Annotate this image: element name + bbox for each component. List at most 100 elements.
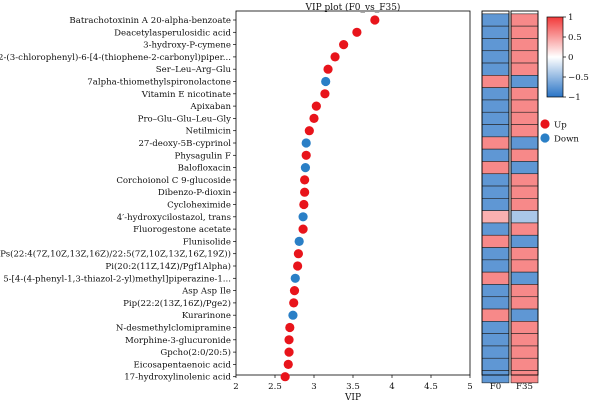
vip-point-down [298,212,308,222]
metabolite-label: Kurarinone [182,311,231,321]
metabolite-label: Vitamin E nicotinate [141,90,231,100]
heatmap-cell [510,210,539,224]
vip-point-up [370,15,380,25]
heatmap-cell [510,271,539,285]
heatmap-cell [481,111,510,125]
metabolite-label: Flunisolide [183,237,231,247]
metabolite-label: Balofloxacin [178,164,232,174]
metabolite-label: 5-[4-(4-phenyl-1,3-thiazol-2-yl)methyl]p… [3,273,231,284]
heatmap-cell [481,284,510,298]
metabolite-label: Asp Asp Ile [181,287,231,297]
metabolite-label: Eicosapentaenoic acid [133,360,231,370]
heatmap-cell [510,321,539,334]
x-tick-label: 5 [467,382,472,392]
x-axis-label: VIP [344,393,361,402]
metabolite-label: Morphine-3-glucuronide [125,336,231,346]
vip-point-up [284,347,294,357]
metabolite-label: 17-hydroxylinolenic acid [124,373,231,383]
vip-point-down [321,76,331,87]
heatmap-cell [481,271,510,285]
vip-point-up [323,64,333,74]
vip-point-up [289,286,300,296]
metabolite-labels: Batrachotoxinin A 20-alpha-benzoate Deace… [0,16,236,383]
x-tick-label: 2 [233,382,238,392]
heatmap-cell [510,296,539,310]
vip-point-up [311,101,321,111]
heatmap-cell [481,370,510,384]
heatmap-cell [481,321,510,334]
colorbar-tick-label: −0.5 [568,73,589,83]
heatmap-cell [510,370,539,384]
heatmap-cell [481,210,510,224]
heatmap-cell [510,247,539,261]
metabolite-label: Gpcho(2:0/20:5) [160,347,231,358]
vip-point-up [339,40,349,50]
metabolite-label: Apixaban [189,102,231,112]
vip-point-up [293,261,303,271]
heatmap-cell [481,50,510,64]
heatmap-cell [481,247,510,261]
heatmap-cell [481,13,510,27]
metabolite-label: Batrachotoxinin A 20-alpha-benzoate [69,16,231,26]
metabolite-label: Deacetylasperulosidic acid [114,28,231,38]
vip-point-up [304,126,314,136]
heatmap-cell [481,222,510,236]
heatmap-cell [510,148,539,162]
heatmap-cell [510,50,539,64]
heatmap-cell [510,284,539,298]
x-tick-label: 4.5 [424,382,438,392]
colorbar-gradient [546,16,564,98]
vip-point-up [300,175,310,185]
x-axis: 2 2.5 3 3.5 4 4.5 5 [233,375,473,392]
heatmap-cell [481,124,510,138]
x-tick-label: 2.5 [268,382,282,392]
metabolite-label: Fluorogestone acetate [133,225,231,235]
colorbar: 1 0.5 0 −0.5 −1 [546,13,589,103]
heatmap-cell [510,173,539,187]
heatmap-cell [481,25,510,39]
heatmap-cell [510,222,539,236]
metabolite-label: 3-hydroxy-P-cymene [143,41,231,51]
heatmap-column-label: F35 [516,382,533,392]
heatmap-cell [510,259,539,273]
metabolite-label: 27-deoxy-5B-cyprinol [138,139,231,149]
heatmap-cell [481,99,510,113]
metabolite-label: Pro–Glu–Glu–Leu–Gly [138,114,231,124]
legend: Up Down [540,119,579,145]
vip-point-up [309,113,319,123]
heatmap-cell [481,296,510,310]
metabolite-label: 4′-hydroxycilostazol, trans [117,213,231,223]
heatmap-column-label: F0 [490,382,501,392]
heatmap-cell [510,198,539,211]
heatmap-cell [481,148,510,162]
heatmap: F0 F35 [481,10,539,392]
vip-point-down [288,310,298,320]
colorbar-tick-label: 1 [568,13,573,23]
heatmap-cell [481,136,510,150]
vip-point-down [290,273,300,283]
heatmap-cell [510,13,539,27]
heatmap-cell [510,234,539,248]
metabolite-label: N-desmethylclomipramine [116,324,231,334]
x-tick-label: 3 [311,382,316,392]
heatmap-column-frame [510,10,539,376]
heatmap-cell [481,234,510,248]
vip-point-up [298,224,308,234]
heatmap-cell [481,185,510,199]
vip-point-down [294,236,304,246]
vip-point-up [320,89,330,99]
heatmap-cell [481,75,510,88]
vip-point-down [301,138,311,148]
heatmap-cell [481,173,510,187]
heatmap-cell [481,198,510,211]
metabolite-label: Pip(22:2(13Z,16Z)/Pge2) [123,298,231,309]
heatmap-cell [510,62,539,76]
metabolite-label: Physagulin F [175,151,232,161]
heatmap-cell [510,87,539,101]
heatmap-cell [510,38,539,52]
heatmap-cell [510,185,539,199]
vip-point-up [289,298,299,308]
metabolite-label: Ser–Leu–Arg–Glu [156,65,232,75]
heatmap-cell [481,161,510,175]
vip-points [280,15,380,382]
